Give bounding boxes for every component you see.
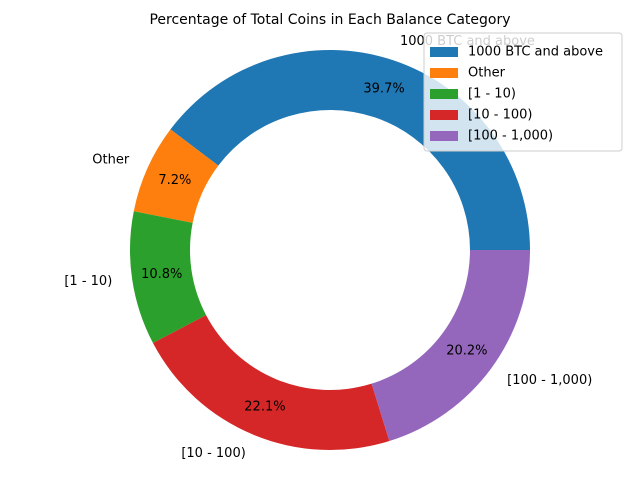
legend-swatch	[430, 131, 458, 141]
chart-title: Percentage of Total Coins in Each Balanc…	[149, 12, 510, 28]
value-label: 22.1%	[244, 400, 285, 415]
legend-label: [100 - 1,000)	[468, 129, 553, 144]
wedge	[152, 315, 390, 450]
legend-swatch	[430, 68, 458, 78]
legend-label: [1 - 10)	[468, 87, 516, 102]
legend-label: 1000 BTC and above	[468, 45, 603, 60]
legend-label: Other	[468, 66, 506, 81]
value-label: 10.8%	[141, 267, 182, 282]
legend-label: [10 - 100)	[468, 108, 532, 123]
category-label: [10 - 100)	[181, 446, 245, 461]
category-label: Other	[92, 153, 130, 168]
wedge	[371, 250, 530, 441]
legend-swatch	[430, 47, 458, 57]
legend-frame	[423, 32, 623, 152]
wedge	[133, 129, 219, 223]
legend-swatch	[430, 89, 458, 99]
legend: 1000 BTC and above Other [1 - 10) [10 - 100…	[423, 32, 623, 152]
legend-swatch	[430, 110, 458, 120]
value-label: 7.2%	[158, 173, 191, 188]
category-label: [100 - 1,000)	[507, 373, 592, 388]
wedge	[130, 211, 207, 344]
value-label: 20.2%	[446, 343, 487, 358]
value-label: 39.7%	[363, 81, 404, 96]
category-label: [1 - 10)	[64, 274, 112, 289]
